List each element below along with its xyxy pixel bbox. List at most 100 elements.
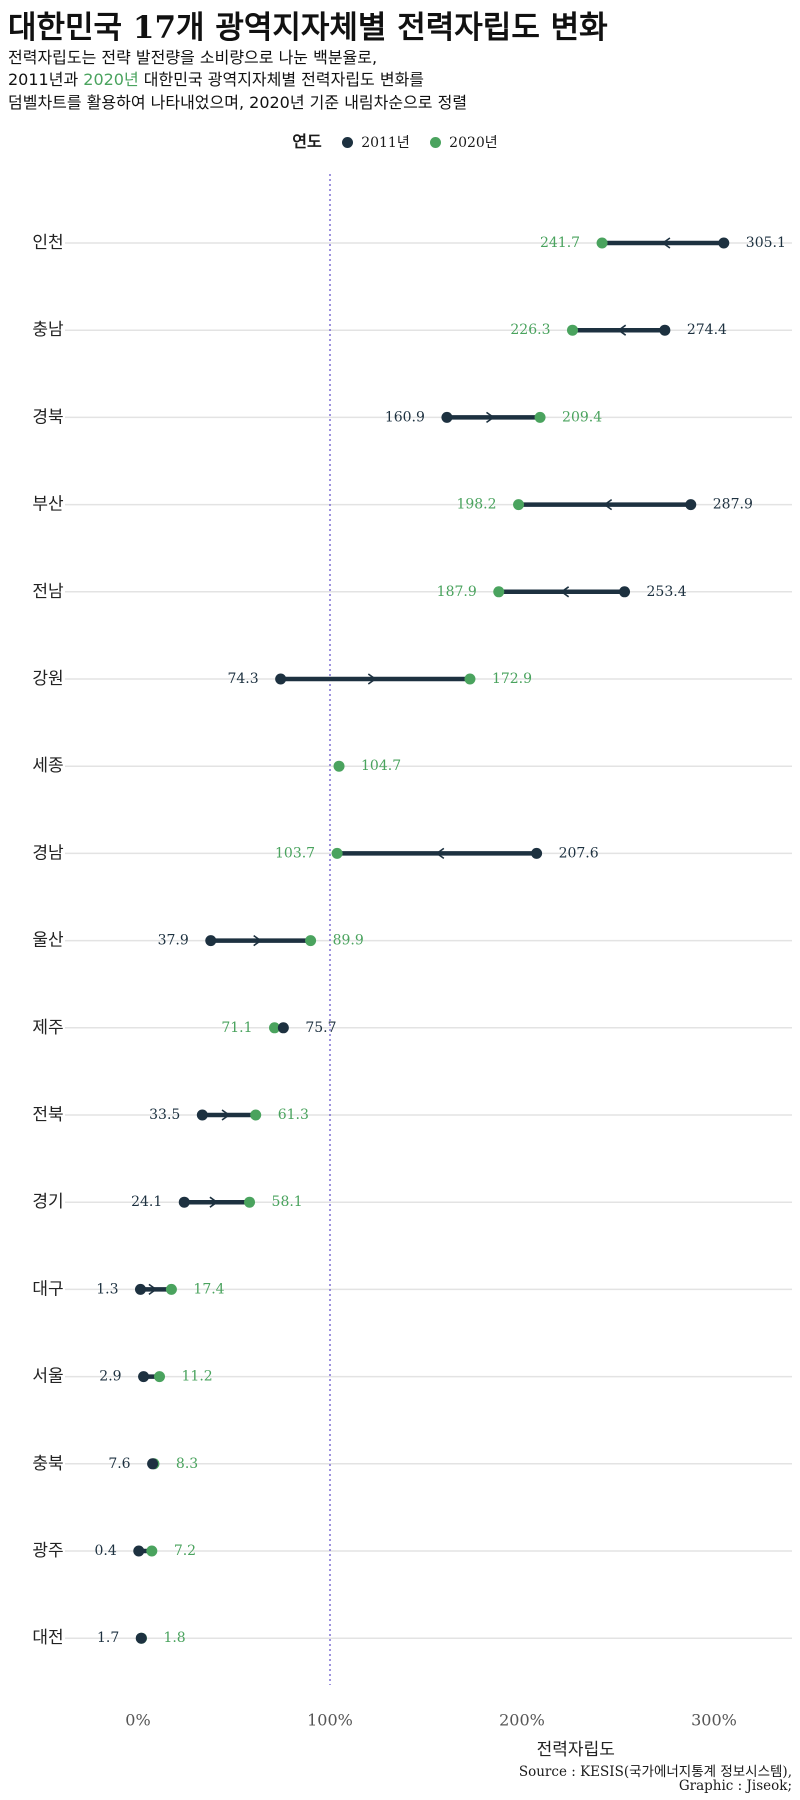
value-label-2011-15: 0.4 — [95, 1543, 117, 1559]
direction-arrow-3 — [603, 498, 613, 511]
point-2020-8 — [305, 935, 317, 947]
point-2020-0 — [596, 237, 608, 249]
legend-2020-swatch — [430, 137, 442, 148]
value-label-2020-9: 71.1 — [221, 1020, 252, 1036]
x-tick-label-1: 100% — [307, 1711, 353, 1730]
subtitle-line-3: 덤벨차트를 활용하여 나타내었으며, 2020년 기준 내림차순으로 정렬 — [8, 93, 468, 112]
value-label-2011-1: 274.4 — [687, 322, 727, 338]
direction-arrow-1 — [617, 324, 627, 336]
direction-arrow-8 — [253, 934, 263, 947]
category-label-2: 경북 — [32, 407, 63, 427]
point-2020-5 — [464, 673, 476, 685]
category-label-13: 서울 — [32, 1367, 63, 1387]
direction-arrow-11 — [209, 1196, 219, 1208]
point-2020-10 — [250, 1109, 262, 1121]
point-2011-2 — [441, 411, 453, 423]
value-label-2020-2: 209.4 — [562, 409, 602, 425]
category-label-16: 대전 — [32, 1628, 63, 1648]
point-2011-16 — [135, 1632, 147, 1644]
category-label-10: 전북 — [32, 1105, 63, 1125]
legend-title: 연도 — [292, 132, 322, 151]
point-2020-7 — [331, 847, 343, 859]
point-2020-4 — [493, 586, 505, 598]
value-label-2011-13: 2.9 — [99, 1369, 121, 1385]
point-2020-9 — [269, 1022, 281, 1034]
value-label-2020-5: 172.9 — [492, 671, 532, 687]
value-label-2020-12: 17.4 — [193, 1281, 224, 1297]
value-label-2011-0: 305.1 — [746, 235, 786, 251]
category-label-14: 충북 — [32, 1454, 63, 1474]
chart-title: 대한민국 17개 광역지자체별 전력자립도 변화 — [8, 10, 608, 46]
value-label-2011-12: 1.3 — [96, 1281, 118, 1297]
value-label-2011-16: 1.7 — [97, 1630, 119, 1646]
direction-arrow-7 — [435, 847, 445, 860]
subtitle-and: 과 — [63, 70, 84, 89]
value-label-2020-1: 226.3 — [510, 322, 550, 338]
value-label-2011-7: 207.6 — [559, 845, 599, 861]
legend-2011-label: 2011년 — [361, 135, 410, 151]
value-label-2011-10: 33.5 — [149, 1107, 180, 1123]
x-tick-label-2: 200% — [499, 1711, 545, 1730]
direction-arrow-0 — [661, 237, 671, 249]
point-2011-3 — [685, 499, 697, 511]
value-label-2020-16: 1.8 — [163, 1630, 185, 1646]
value-label-2011-9: 75.7 — [305, 1020, 336, 1036]
direction-arrow-5 — [367, 673, 377, 685]
point-2011-8 — [205, 935, 217, 947]
x-axis-title: 전력자립도 — [537, 1740, 615, 1760]
point-2011-12 — [134, 1283, 146, 1295]
category-label-15: 광주 — [32, 1541, 63, 1561]
subtitle-2020: 2020년 — [83, 70, 139, 89]
value-label-2011-2: 160.9 — [385, 409, 425, 425]
subtitle-line-2: 2011년과 2020년 대한민국 광역지자체별 전력자립도 변화를 — [8, 66, 424, 90]
category-label-7: 경남 — [32, 843, 64, 863]
value-label-2011-4: 253.4 — [647, 584, 687, 600]
point-2011-15 — [133, 1545, 145, 1557]
graphic-credit: Graphic : Jiseok; — [678, 1778, 792, 1794]
category-label-0: 인천 — [32, 233, 63, 253]
source-text: Source : KESIS(국가에너지통계 정보시스템), — [518, 1764, 792, 1780]
point-2011-13 — [138, 1371, 150, 1383]
point-2011-11 — [178, 1196, 190, 1208]
point-2020-1 — [566, 324, 578, 336]
legend: 연도 2011년 2020년 — [0, 128, 800, 152]
value-label-2020-4: 187.9 — [437, 584, 477, 600]
x-tick-label-3: 300% — [691, 1711, 737, 1730]
category-label-4: 전남 — [32, 582, 64, 602]
point-2020-15 — [146, 1545, 158, 1557]
category-label-8: 울산 — [32, 931, 64, 951]
value-label-2020-7: 103.7 — [275, 845, 315, 861]
point-2011-10 — [196, 1109, 208, 1121]
category-label-9: 제주 — [32, 1018, 63, 1038]
point-2011-4 — [619, 586, 631, 598]
legend-2020-label: 2020년 — [449, 135, 498, 151]
point-2011-9 — [277, 1022, 289, 1034]
point-2020-13 — [154, 1371, 166, 1383]
direction-arrow-2 — [486, 411, 495, 424]
value-label-2020-14: 8.3 — [176, 1456, 198, 1472]
point-2020-11 — [244, 1196, 256, 1208]
value-label-2011-11: 24.1 — [131, 1194, 162, 1210]
value-label-2020-11: 58.1 — [272, 1194, 303, 1210]
point-2020-3 — [513, 499, 525, 511]
subtitle-line-1: 전력자립도는 전략 발전량을 소비량으로 나눈 백분율로, — [8, 48, 378, 67]
category-label-6: 세종 — [32, 756, 63, 776]
direction-arrow-4 — [560, 586, 570, 598]
direction-arrow-12 — [148, 1283, 158, 1296]
point-2011-7 — [531, 847, 543, 859]
value-label-2011-8: 37.9 — [158, 933, 189, 949]
category-label-11: 경기 — [32, 1192, 63, 1212]
value-label-2020-6: 104.7 — [361, 758, 401, 774]
value-label-2020-10: 61.3 — [278, 1107, 309, 1123]
value-label-2011-5: 74.3 — [227, 671, 258, 687]
value-label-2020-15: 7.2 — [174, 1543, 196, 1559]
value-label-2011-14: 7.6 — [108, 1456, 130, 1472]
point-2011-1 — [659, 324, 671, 336]
value-label-2011-3: 287.9 — [713, 497, 753, 513]
subtitle-rest: 대한민국 광역지자체별 전력자립도 변화를 — [138, 70, 425, 89]
category-label-3: 부산 — [32, 495, 64, 515]
direction-arrow-10 — [221, 1109, 231, 1121]
value-label-2020-0: 241.7 — [540, 235, 580, 251]
point-2020-12 — [165, 1283, 177, 1295]
value-label-2020-3: 198.2 — [456, 497, 496, 513]
